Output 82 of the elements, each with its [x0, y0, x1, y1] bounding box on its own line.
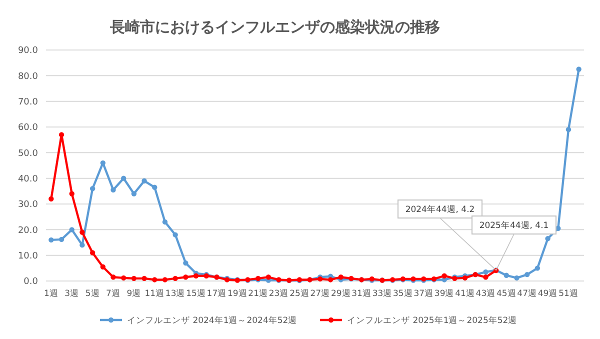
- x-tick-label: 9週: [126, 288, 142, 299]
- point: [90, 186, 96, 192]
- point: [110, 187, 116, 192]
- x-tick-label: 45週: [496, 288, 516, 299]
- y-tick-label: 0.0: [24, 277, 38, 288]
- point: [266, 274, 272, 280]
- y-tick-label: 70.0: [18, 97, 38, 108]
- x-tick-label: 7週: [106, 288, 120, 299]
- x-tick-label: 3週: [64, 288, 80, 299]
- y-tick-label: 90.0: [18, 46, 38, 56]
- point: [120, 275, 126, 281]
- point: [328, 277, 334, 282]
- point: [152, 277, 158, 282]
- point: [142, 178, 147, 184]
- x-tick-label: 23週: [268, 288, 289, 299]
- point: [504, 272, 510, 278]
- point: [152, 184, 158, 190]
- point: [162, 219, 168, 225]
- point: [172, 232, 178, 238]
- x-tick-label: 13週: [165, 288, 186, 299]
- point: [69, 191, 74, 196]
- x-tick-label: 33週: [372, 288, 392, 299]
- point: [566, 126, 572, 132]
- point: [110, 274, 116, 280]
- point: [462, 275, 468, 281]
- x-tick-label: 27週: [310, 288, 330, 299]
- y-tick-label: 30.0: [18, 200, 38, 210]
- point: [483, 274, 488, 280]
- point: [48, 237, 54, 243]
- point: [172, 276, 178, 282]
- point: [58, 132, 64, 138]
- point: [514, 275, 520, 281]
- x-tick-label: 17週: [206, 288, 227, 299]
- x-tick-label: 25週: [290, 288, 310, 299]
- annotation: 2025年44週, 4.1: [479, 220, 549, 231]
- point: [576, 66, 582, 72]
- point: [120, 176, 126, 181]
- y-tick-label: 60.0: [18, 123, 38, 134]
- point: [338, 274, 344, 280]
- x-tick-label: 29週: [330, 288, 351, 299]
- x-tick-label: 47週: [517, 288, 538, 299]
- x-tick-label: 35週: [393, 288, 413, 299]
- x-tick-label: 51週: [558, 288, 578, 299]
- point: [534, 266, 540, 271]
- point: [193, 273, 199, 278]
- point: [48, 196, 54, 202]
- point: [131, 191, 137, 196]
- point: [58, 236, 64, 242]
- point: [142, 276, 147, 282]
- x-tick-label: 21週: [248, 288, 268, 299]
- x-tick-label: 43週: [476, 288, 496, 299]
- point: [100, 264, 106, 270]
- legend-label: インフルエンザ 2024年1週～2024年52週: [127, 314, 298, 326]
- point: [131, 276, 137, 282]
- x-tick-label: 1週: [44, 288, 58, 299]
- x-tick-label: 11週: [144, 288, 165, 299]
- y-tick-label: 50.0: [18, 148, 38, 159]
- legend-label: インフルエンザ 2025年1週～2025年52週: [347, 314, 518, 326]
- point: [162, 277, 168, 282]
- y-tick-label: 40.0: [18, 174, 38, 184]
- point: [69, 227, 74, 232]
- x-tick-label: 19週: [227, 288, 248, 299]
- x-tick-label: 5週: [85, 288, 100, 299]
- y-tick-label: 10.0: [18, 251, 38, 262]
- x-tick-label: 49週: [538, 288, 558, 299]
- x-tick-label: 31週: [352, 288, 372, 299]
- y-tick-label: 80.0: [18, 72, 38, 82]
- point: [483, 269, 488, 275]
- point: [183, 274, 188, 280]
- x-tick-label: 39週: [434, 288, 454, 299]
- point: [524, 272, 530, 278]
- point: [442, 273, 447, 278]
- point: [183, 260, 188, 266]
- x-tick-label: 37週: [414, 288, 434, 299]
- x-tick-label: 15週: [186, 288, 206, 299]
- chart-title: 長崎市におけるインフルエンザの感染状況の推移: [109, 18, 440, 36]
- point: [545, 236, 550, 242]
- annotation: 2024年44週, 4.2: [405, 204, 475, 215]
- point: [80, 230, 85, 235]
- x-tick-label: 41週: [455, 288, 475, 299]
- y-tick-label: 20.0: [18, 226, 38, 236]
- point: [90, 250, 96, 256]
